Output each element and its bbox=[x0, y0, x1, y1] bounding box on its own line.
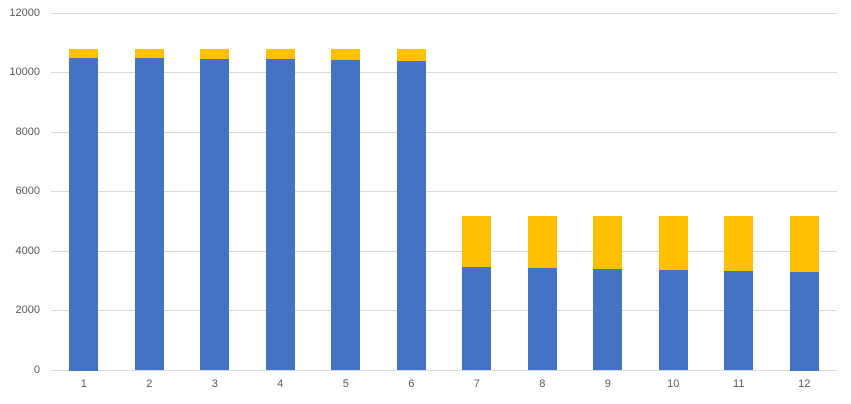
bar-segment-gold-series-cat-11 bbox=[724, 215, 754, 272]
bar-segment-blue-series-cat-12 bbox=[789, 272, 819, 371]
y-axis-tick-label: 12000 bbox=[9, 6, 40, 19]
y-axis-tick-label: 8000 bbox=[15, 125, 40, 138]
bar-segment-blue-series-cat-8 bbox=[527, 268, 557, 371]
gridline bbox=[51, 131, 837, 133]
gridline bbox=[51, 72, 837, 74]
bar-segment-gold-series-cat-9 bbox=[593, 215, 623, 270]
x-axis-category-label: 1 bbox=[80, 378, 87, 390]
bar-segment-gold-series-cat-4 bbox=[265, 48, 295, 60]
bar-segment-gold-series-cat-8 bbox=[527, 215, 557, 269]
bar-segment-blue-series-cat-2 bbox=[134, 58, 164, 371]
x-axis-category-label: 4 bbox=[277, 378, 284, 390]
x-axis-category-label: 12 bbox=[798, 378, 811, 390]
bar-segment-gold-series-cat-3 bbox=[200, 48, 230, 59]
bar-segment-blue-series-cat-5 bbox=[331, 60, 361, 371]
bar-segment-gold-series-cat-2 bbox=[134, 48, 164, 59]
y-axis-tick-label: 4000 bbox=[15, 244, 40, 257]
y-axis-tick-label: 6000 bbox=[15, 185, 40, 198]
bar-segment-gold-series-cat-1 bbox=[69, 48, 99, 58]
bar-segment-gold-series-cat-10 bbox=[658, 215, 688, 271]
gridline bbox=[51, 12, 837, 14]
x-axis-category-label: 3 bbox=[211, 378, 218, 390]
bar-segment-gold-series-cat-5 bbox=[331, 48, 361, 61]
x-axis-category-label: 2 bbox=[146, 378, 153, 390]
y-axis-tick-label: 0 bbox=[33, 364, 40, 376]
gridline bbox=[51, 370, 837, 371]
bar-segment-blue-series-cat-1 bbox=[69, 57, 99, 371]
x-axis-category-label: 8 bbox=[539, 378, 546, 390]
gridline bbox=[51, 310, 837, 312]
y-axis-tick-label: 2000 bbox=[15, 304, 40, 317]
x-axis-category-label: 7 bbox=[473, 378, 480, 390]
bar-segment-blue-series-cat-4 bbox=[265, 59, 295, 371]
y-axis-tick-label: 10000 bbox=[9, 66, 40, 79]
bar-segment-blue-series-cat-7 bbox=[462, 267, 492, 371]
bar-segment-blue-series-cat-6 bbox=[396, 60, 426, 371]
gridline bbox=[51, 250, 837, 252]
bar-segment-blue-series-cat-9 bbox=[593, 269, 623, 371]
bar-segment-blue-series-cat-10 bbox=[658, 270, 688, 371]
bar-segment-gold-series-cat-7 bbox=[462, 215, 492, 268]
x-axis-category-label: 11 bbox=[733, 378, 745, 390]
x-axis-category-label: 10 bbox=[667, 378, 680, 390]
bar-segment-gold-series-cat-6 bbox=[396, 48, 426, 61]
x-axis-category-label: 9 bbox=[604, 378, 611, 390]
x-axis-category-label: 5 bbox=[342, 378, 349, 390]
gridline bbox=[51, 191, 837, 193]
bar-segment-blue-series-cat-11 bbox=[724, 271, 754, 371]
bar-segment-blue-series-cat-3 bbox=[200, 58, 230, 371]
bar-segment-gold-series-cat-12 bbox=[789, 215, 819, 273]
x-axis-category-label: 6 bbox=[408, 378, 415, 390]
